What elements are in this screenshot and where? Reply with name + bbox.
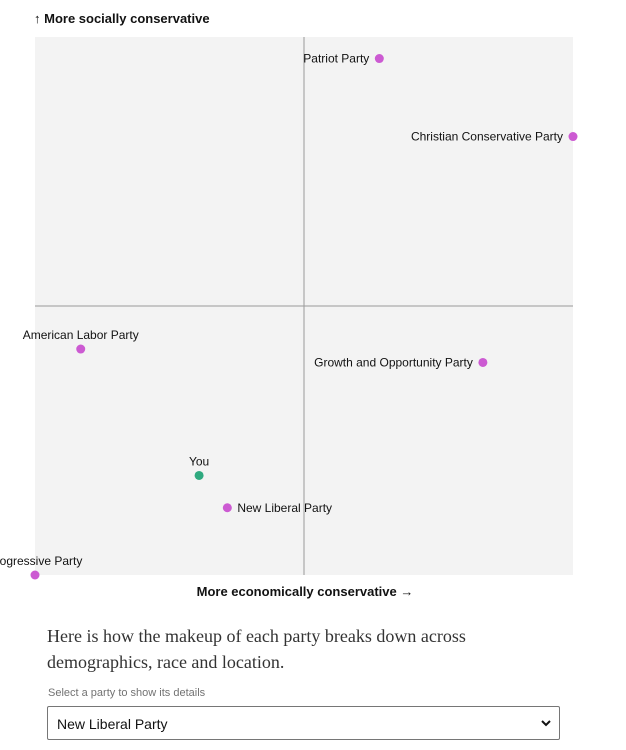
point-american-labor-party[interactable]: [76, 344, 86, 354]
point-label-progressive-party: Progressive Party: [0, 554, 82, 568]
party-select[interactable]: New Liberal Party: [47, 706, 560, 740]
point-label-growth-and-opportunity-party: Growth and Opportunity Party: [314, 355, 473, 369]
point-label-new-liberal-party: New Liberal Party: [237, 501, 332, 515]
party-select-value: New Liberal Party: [57, 716, 168, 732]
point-you[interactable]: [194, 470, 204, 480]
point-new-liberal-party[interactable]: [222, 503, 232, 513]
points-layer: Patriot Party Christian Conservative Part…: [0, 52, 578, 580]
point-label-you: You: [189, 454, 209, 468]
point-label-christian-conservative-party: Christian Conservative Party: [411, 130, 563, 144]
chevron-down-icon: [541, 720, 551, 727]
point-patriot-party[interactable]: [374, 54, 384, 64]
point-christian-conservative-party[interactable]: [568, 132, 578, 142]
x-axis-label: More economically conservative →: [0, 584, 626, 599]
intro-paragraph: Here is how the makeup of each party bre…: [47, 626, 466, 672]
point-label-patriot-party: Patriot Party: [303, 52, 369, 66]
x-axis-label-text: More economically conservative →: [196, 584, 414, 599]
point-growth-and-opportunity-party[interactable]: [478, 357, 488, 367]
point-label-american-labor-party: American Labor Party: [23, 328, 139, 342]
y-axis-label: ↑ More socially conservative: [34, 11, 210, 26]
point-progressive-party[interactable]: [30, 570, 40, 580]
party-scatter-chart: Patriot Party Christian Conservative Part…: [0, 37, 578, 580]
party-select-label: Select a party to show its details: [48, 687, 206, 699]
